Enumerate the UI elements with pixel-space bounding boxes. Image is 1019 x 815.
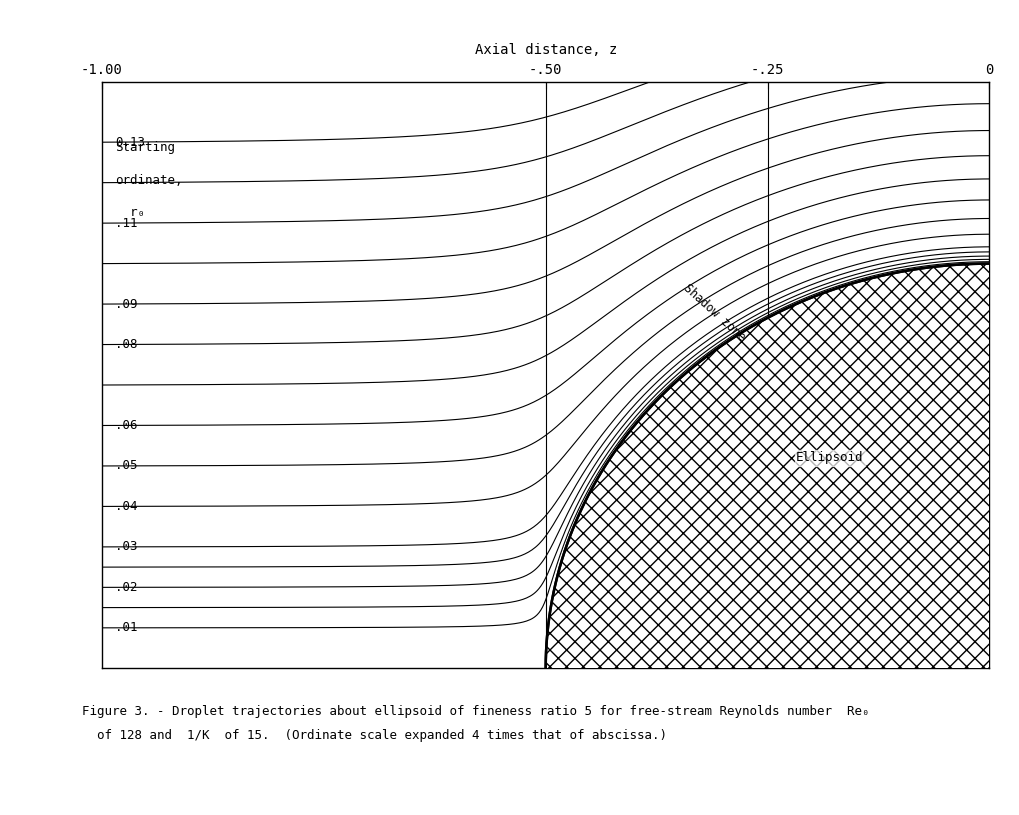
Text: 0.13: 0.13 <box>115 136 145 148</box>
Text: .08: .08 <box>115 338 138 351</box>
X-axis label: Axial distance, z: Axial distance, z <box>474 43 616 57</box>
Text: Shadow zone: Shadow zone <box>680 281 747 343</box>
Text: .09: .09 <box>115 297 138 311</box>
Text: r₀: r₀ <box>115 206 145 219</box>
Text: Ellipsoid: Ellipsoid <box>795 452 862 465</box>
Text: .02: .02 <box>115 581 138 594</box>
Text: of 128 and  1/K  of 15.  (Ordinate scale expanded 4 times that of abscissa.): of 128 and 1/K of 15. (Ordinate scale ex… <box>82 729 666 742</box>
Polygon shape <box>545 263 988 689</box>
Text: .11: .11 <box>115 217 138 230</box>
Text: ordinate,: ordinate, <box>115 174 182 187</box>
Text: .06: .06 <box>115 419 138 432</box>
Polygon shape <box>545 263 988 689</box>
Text: .04: .04 <box>115 500 138 513</box>
Text: .01: .01 <box>115 621 138 634</box>
Text: Starting: Starting <box>115 141 175 154</box>
Text: Figure 3. - Droplet trajectories about ellipsoid of fineness ratio 5 for free-st: Figure 3. - Droplet trajectories about e… <box>82 705 868 718</box>
Text: .05: .05 <box>115 460 138 473</box>
Text: .03: .03 <box>115 540 138 553</box>
